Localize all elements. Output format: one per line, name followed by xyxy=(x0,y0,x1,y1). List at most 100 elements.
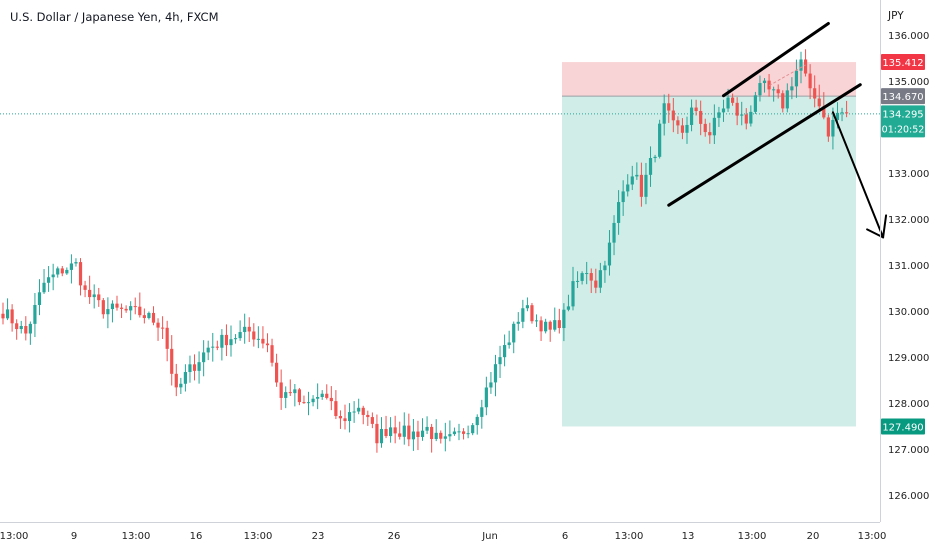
candle-body xyxy=(484,387,488,408)
candle-body xyxy=(361,407,365,415)
candle xyxy=(320,390,324,400)
candle-body xyxy=(69,263,73,270)
candle xyxy=(840,107,844,122)
candle-body xyxy=(708,132,712,136)
candle xyxy=(316,383,320,410)
candle xyxy=(161,316,165,339)
take-profit-zone[interactable] xyxy=(562,96,856,427)
candle xyxy=(174,363,178,397)
price-tick-label: 127.000 xyxy=(888,445,929,456)
candle xyxy=(516,312,520,331)
candle-body xyxy=(65,269,69,274)
candle-body xyxy=(452,431,457,435)
candle-body xyxy=(297,389,301,403)
candle xyxy=(115,295,119,311)
candle xyxy=(366,410,370,426)
candle-body xyxy=(147,312,151,319)
candle xyxy=(56,266,60,278)
price-tick-label: 128.000 xyxy=(888,399,929,410)
candle xyxy=(119,303,124,319)
candle-body xyxy=(466,433,470,435)
candle xyxy=(534,314,539,328)
stop-loss-zone[interactable] xyxy=(562,62,856,97)
candle xyxy=(202,340,206,377)
candle xyxy=(65,267,69,275)
candle xyxy=(357,398,361,415)
candle-body xyxy=(480,407,484,417)
candle xyxy=(361,405,365,425)
candle xyxy=(703,118,707,137)
candle xyxy=(179,377,183,394)
candle-body xyxy=(726,97,730,109)
candle-body xyxy=(206,347,210,353)
stop-price-label-text: 135.412 xyxy=(882,58,923,69)
candle-body xyxy=(411,431,415,440)
short-arrow-shaft xyxy=(831,111,885,239)
candle xyxy=(471,423,475,436)
candle-body xyxy=(776,89,780,94)
candle-body xyxy=(507,342,511,346)
candle xyxy=(47,266,51,292)
candle xyxy=(129,301,133,321)
candle-body xyxy=(749,111,753,124)
candle xyxy=(648,146,653,187)
candle-body xyxy=(648,158,653,175)
bar-countdown-label-text: 01:20:52 xyxy=(882,124,925,135)
candle xyxy=(60,265,64,277)
candle-body xyxy=(603,265,607,271)
candle-body xyxy=(51,274,55,278)
candle xyxy=(288,379,292,396)
candle-body xyxy=(534,320,539,322)
candle-body xyxy=(790,86,794,91)
candle-body xyxy=(343,418,347,422)
candle-body xyxy=(142,315,146,319)
candle-body xyxy=(598,270,602,288)
candle xyxy=(512,321,516,354)
candle-body xyxy=(434,432,438,439)
price-tick-label: 130.000 xyxy=(888,307,929,318)
candle-body xyxy=(498,357,502,365)
candle-body xyxy=(767,80,771,90)
price-tick-label: 126.000 xyxy=(888,491,929,502)
candle xyxy=(379,417,384,448)
candle xyxy=(224,324,229,357)
candle xyxy=(621,180,625,216)
candle-body xyxy=(197,362,201,371)
candle-body xyxy=(10,309,14,324)
candle-body xyxy=(165,327,169,349)
time-tick-label: 9 xyxy=(71,531,77,542)
candle xyxy=(343,404,347,430)
candle-body xyxy=(566,306,571,310)
candle-body xyxy=(78,262,83,286)
candle xyxy=(781,90,785,113)
stop-zone-dashed-line xyxy=(768,64,806,87)
candle-body xyxy=(817,98,821,107)
candle-body xyxy=(124,308,128,311)
current-price-label-bg xyxy=(881,105,925,138)
candle-body xyxy=(557,320,561,329)
drawings-group[interactable] xyxy=(667,22,888,239)
candle xyxy=(238,320,242,341)
time-tick-label: 13:00 xyxy=(615,531,644,542)
candle-body xyxy=(129,306,133,311)
candle-body xyxy=(138,306,142,316)
candle-body xyxy=(740,114,744,116)
price-axis-unit: JPY xyxy=(887,10,904,22)
price-tick-label: 129.000 xyxy=(888,353,929,364)
candle-body xyxy=(594,280,598,288)
candle-body xyxy=(156,322,160,328)
candle xyxy=(699,100,703,136)
candle-body xyxy=(416,431,420,437)
candle xyxy=(817,84,821,112)
candle-body xyxy=(562,309,566,329)
price-tick-label: 135.000 xyxy=(888,77,929,88)
candle-body xyxy=(37,292,42,305)
candle-body xyxy=(306,402,311,404)
candle-body xyxy=(475,416,479,426)
candle-body xyxy=(589,273,593,281)
candle xyxy=(452,427,457,436)
channel-upper-line xyxy=(721,22,830,98)
candle xyxy=(215,340,219,351)
candle xyxy=(785,83,789,113)
